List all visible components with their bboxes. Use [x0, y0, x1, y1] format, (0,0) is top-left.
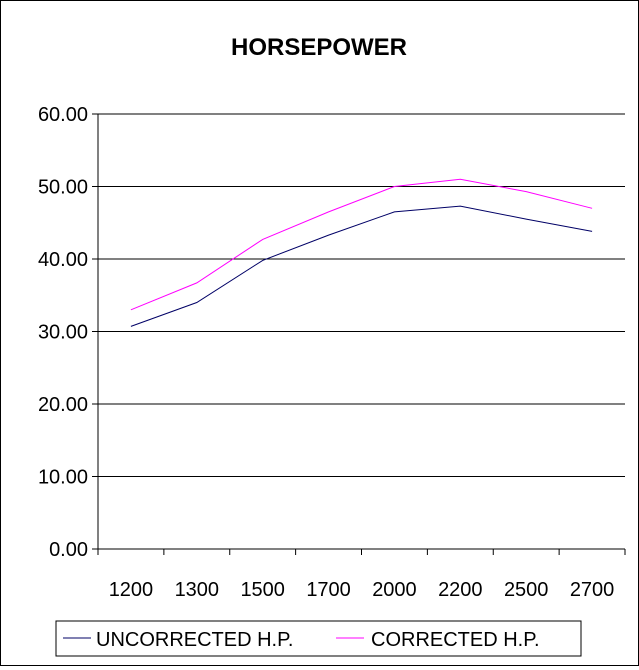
series-line-uncorrected: [130, 205, 593, 327]
legend-label-corrected: CORRECTED H.P.: [371, 629, 540, 651]
x-tick-label: 1500: [240, 579, 285, 601]
y-tick-label: 0.00: [49, 539, 88, 561]
y-axis-ticks: 0.00 10.00 20.00 30.00 40.00 50.00 60.00: [38, 104, 88, 561]
y-tick-label: 50.00: [38, 177, 88, 199]
y-tick-label: 10.00: [38, 467, 88, 489]
x-axis-ticks: 1200 1300 1500 1700 2000 2200 2500 2700: [109, 579, 615, 601]
y-tick-label: 40.00: [38, 249, 88, 271]
y-tick-label: 20.00: [38, 394, 88, 416]
series-lines: [130, 178, 593, 327]
gridlines: [98, 113, 625, 477]
x-tick-label: 2500: [504, 579, 549, 601]
series-line-corrected: [130, 178, 593, 311]
x-tick-label: 1200: [109, 579, 154, 601]
legend: UNCORRECTED H.P. CORRECTED H.P.: [55, 620, 582, 657]
x-tick-label: 1300: [175, 579, 220, 601]
y-tick-label: 60.00: [38, 104, 88, 126]
y-tick-label: 30.00: [38, 322, 88, 344]
legend-box: [55, 620, 582, 657]
legend-label-uncorrected: UNCORRECTED H.P.: [96, 629, 293, 651]
x-tick-label: 2000: [372, 579, 417, 601]
axes: [92, 113, 626, 555]
chart-title: HORSEPOWER: [231, 34, 407, 61]
x-tick-label: 2700: [570, 579, 615, 601]
x-tick-label: 1700: [306, 579, 351, 601]
x-tick-label: 2200: [438, 579, 483, 601]
